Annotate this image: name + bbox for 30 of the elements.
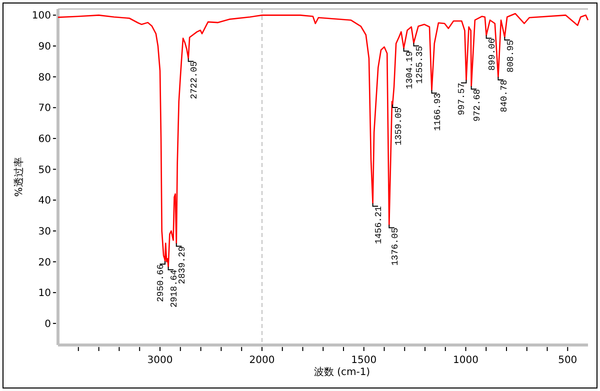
annotation: 899.06 <box>488 38 498 71</box>
annotation: 2839.29 <box>178 246 188 284</box>
y-tick-label: 90 <box>38 41 51 52</box>
annotation: 2722.05 <box>190 61 200 100</box>
y-axis-title: %透过率 <box>13 157 25 197</box>
annotation: 1304.19 <box>405 51 416 89</box>
annotation: 1376.05 <box>390 228 400 266</box>
y-tick-label: 10 <box>38 288 51 300</box>
y-tick-label: 70 <box>38 103 51 114</box>
x-tick-label: 1500 <box>351 355 377 366</box>
annotation: 972.68 <box>472 89 483 122</box>
annotation: 1166.93 <box>432 93 443 131</box>
x-tick-label: 500 <box>558 355 578 366</box>
annotation: 1255.35 <box>414 46 425 84</box>
annotation: 1359.05 <box>394 108 404 146</box>
annotation: 1456.21 <box>374 206 384 244</box>
x-axis-title: 波数 (cm-1) <box>314 366 370 378</box>
y-tick-label: 50 <box>38 164 51 176</box>
annotation: 840.78 <box>499 80 510 112</box>
y-tick-label: 30 <box>38 226 51 238</box>
annotation: 808.95 <box>506 40 516 72</box>
x-tick-label: 1000 <box>453 355 478 366</box>
x-tick-label: 3000 <box>147 355 173 366</box>
x-tick-label: 2000 <box>249 355 275 366</box>
y-tick-label: 20 <box>38 257 51 268</box>
y-tick-label: 100 <box>32 10 51 22</box>
y-tick-label: 60 <box>38 134 51 145</box>
y-tick-label: 80 <box>38 72 51 84</box>
y-tick-label: 0 <box>44 318 51 330</box>
y-tick-label: 40 <box>38 196 51 207</box>
